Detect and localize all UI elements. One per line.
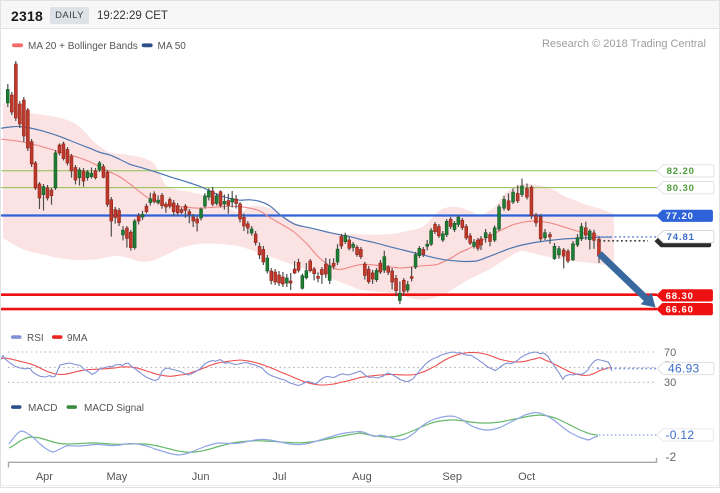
svg-text:RSI: RSI <box>27 333 44 344</box>
svg-text:9MA: 9MA <box>67 333 88 344</box>
svg-text:Oct: Oct <box>518 471 535 483</box>
svg-text:68.30: 68.30 <box>666 291 694 302</box>
svg-text:80.30: 80.30 <box>667 183 695 194</box>
svg-text:MA 20 + Bollinger Bands: MA 20 + Bollinger Bands <box>28 41 138 52</box>
svg-text:46.93: 46.93 <box>668 362 700 376</box>
svg-text:Jul: Jul <box>272 471 286 483</box>
svg-text:May: May <box>107 471 128 483</box>
svg-text:66.60: 66.60 <box>666 305 694 316</box>
svg-text:MACD: MACD <box>28 403 57 414</box>
svg-text:Apr: Apr <box>36 471 53 483</box>
svg-text:77.20: 77.20 <box>666 211 694 222</box>
svg-text:Jun: Jun <box>192 471 210 483</box>
svg-text:Research © 2018 Trading Centra: Research © 2018 Trading Central <box>542 38 706 50</box>
svg-text:70: 70 <box>664 347 676 359</box>
svg-text:74.81: 74.81 <box>667 232 695 243</box>
svg-text:MA 50: MA 50 <box>158 41 187 52</box>
svg-text:82.20: 82.20 <box>667 166 695 177</box>
svg-text:Aug: Aug <box>352 471 372 483</box>
svg-text:Sep: Sep <box>442 471 462 483</box>
svg-text:30: 30 <box>664 377 676 389</box>
svg-text:MACD Signal: MACD Signal <box>84 403 144 414</box>
svg-text:-0.12: -0.12 <box>666 428 695 442</box>
svg-text:-2: -2 <box>666 450 677 464</box>
